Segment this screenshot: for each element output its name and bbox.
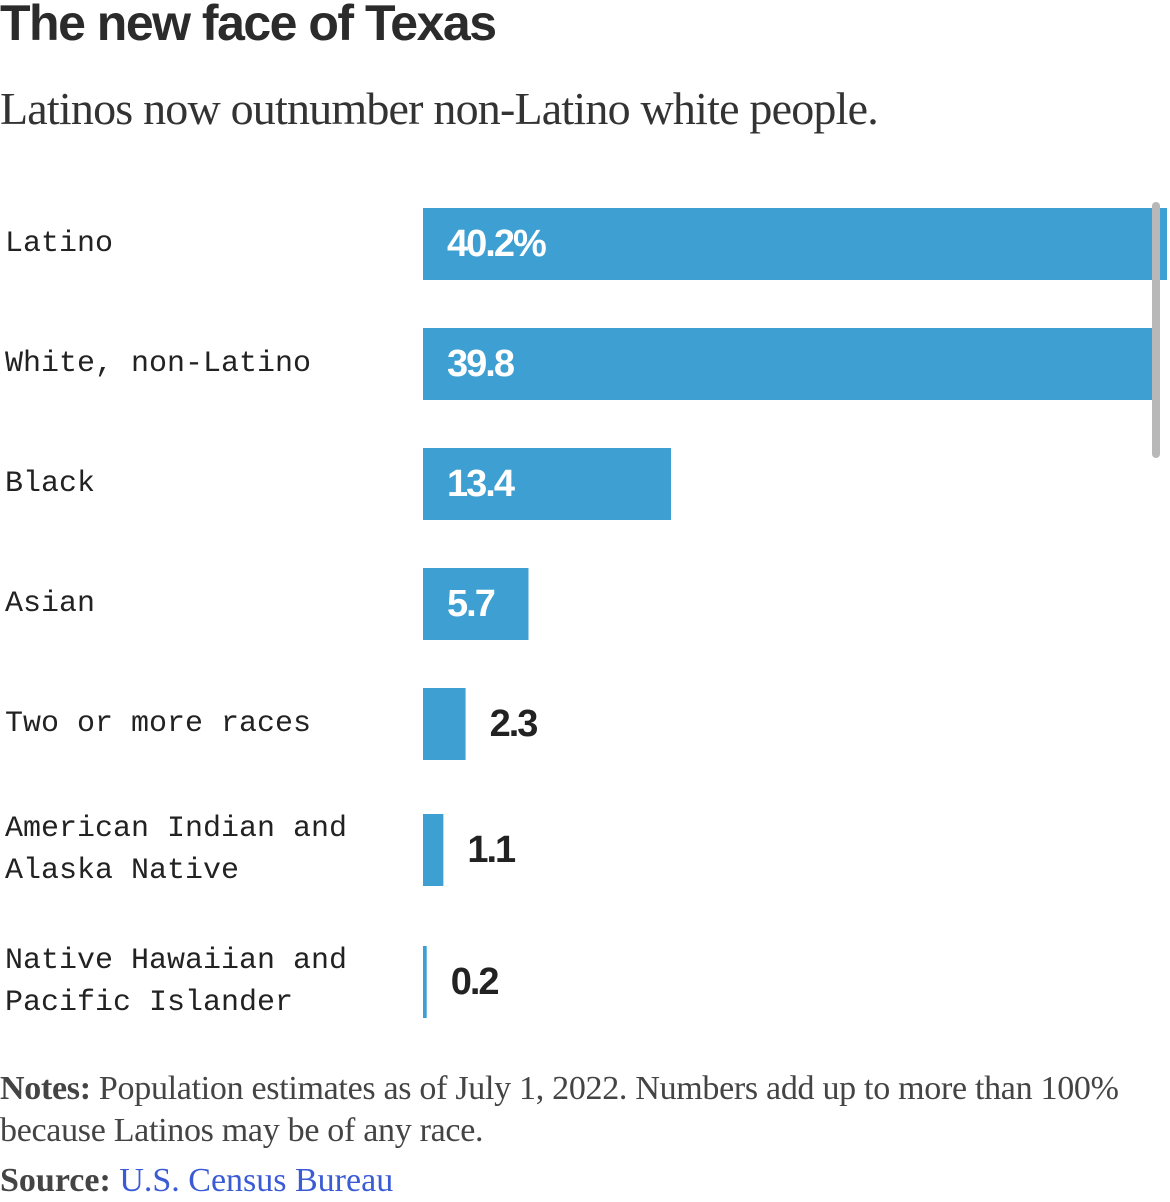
category-label-line: Latino (5, 227, 113, 261)
value-label: 0.2 (451, 961, 499, 1003)
bar (423, 688, 466, 760)
category-label: Asian (5, 587, 95, 621)
source-link[interactable]: U.S. Census Bureau (119, 1162, 394, 1199)
bar-row: Two or more races 2.3 (5, 688, 539, 760)
value-label: 40.2% (447, 223, 546, 265)
category-label-line: White, non-Latino (5, 347, 311, 381)
notes-text: Population estimates as of July 1, 2022.… (0, 1070, 1119, 1149)
bar-row: Asian 5.7 (5, 568, 529, 640)
category-label-line: Pacific Islander (5, 986, 293, 1020)
bar-row: Latino 40.2% (5, 208, 1167, 280)
category-label: Two or more races (5, 707, 311, 741)
bar (423, 448, 671, 520)
value-label: 5.7 (447, 583, 495, 625)
bar-row: White, non-Latino 39.8 (5, 328, 1160, 400)
bar (423, 208, 1167, 280)
bar (423, 946, 427, 1018)
category-label: American Indian and Alaska Native (5, 812, 347, 888)
source: Source: U.S. Census Bureau (0, 1160, 393, 1202)
value-label: 13.4 (447, 463, 515, 505)
chart-subtitle: Latinos now outnumber non-Latino white p… (0, 83, 879, 134)
bar (423, 328, 1160, 400)
chart-rows: Latino 40.2% White, non-Latino 39.8 Black 13.… (5, 208, 1167, 1020)
category-label-line: Alaska Native (5, 854, 239, 888)
bar-row: Native Hawaiian and Pacific Islander 0.2 (5, 944, 500, 1020)
bar (423, 568, 529, 640)
category-label-line: Native Hawaiian and (5, 944, 347, 978)
source-label: Source: (0, 1162, 111, 1199)
value-label: 39.8 (447, 343, 514, 385)
category-label: White, non-Latino (5, 347, 311, 381)
notes-label: Notes: (0, 1070, 91, 1107)
category-label: Native Hawaiian and Pacific Islander (5, 944, 347, 1020)
scrollbar[interactable] (1152, 202, 1160, 458)
bar-row: American Indian and Alaska Native 1.1 (5, 812, 518, 888)
value-label: 1.1 (467, 829, 516, 871)
category-label-line: Asian (5, 587, 95, 621)
notes: Notes: Population estimates as of July 1… (0, 1068, 1168, 1152)
bar (423, 814, 444, 886)
category-label: Black (5, 467, 95, 501)
chart-title: The new face of Texas (0, 0, 497, 51)
category-label-line: Two or more races (5, 707, 311, 741)
bar-row: Black 13.4 (5, 448, 671, 520)
category-label: Latino (5, 227, 113, 261)
category-label-line: American Indian and (5, 812, 347, 846)
category-label-line: Black (5, 467, 95, 501)
value-label: 2.3 (490, 703, 538, 745)
